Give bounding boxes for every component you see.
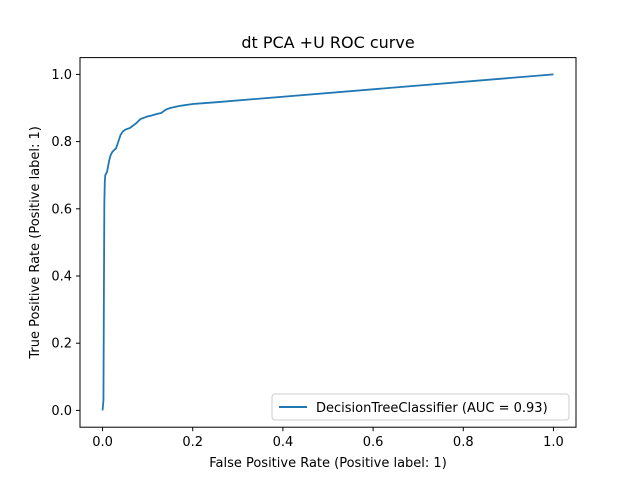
x-tick-label: 0.8 bbox=[453, 435, 474, 450]
legend-label: DecisionTreeClassifier (AUC = 0.93) bbox=[316, 401, 548, 416]
x-tick-label: 0.4 bbox=[273, 435, 294, 450]
x-axis-label: False Positive Rate (Positive label: 1) bbox=[209, 456, 447, 471]
y-tick-label: 0.2 bbox=[51, 337, 72, 352]
y-tick-label: 0.6 bbox=[51, 202, 72, 217]
x-tick-label: 0.2 bbox=[182, 435, 203, 450]
x-axis-ticks: 0.0 0.2 0.4 0.6 0.8 1.0 bbox=[92, 427, 564, 450]
chart-title: dt PCA +U ROC curve bbox=[241, 33, 414, 52]
y-axis-label: True Positive Rate (Positive label: 1) bbox=[28, 126, 43, 360]
plot-frame bbox=[79, 57, 577, 428]
y-tick-label: 0.4 bbox=[51, 270, 72, 285]
x-tick-label: 0.6 bbox=[363, 435, 384, 450]
x-tick-label: 0.0 bbox=[92, 435, 113, 450]
y-tick-label: 0.0 bbox=[51, 404, 72, 419]
y-tick-label: 0.8 bbox=[51, 135, 72, 150]
y-tick-label: 1.0 bbox=[51, 68, 72, 83]
series-layer bbox=[101, 73, 554, 411]
roc-curve-line bbox=[101, 73, 554, 411]
y-axis-ticks: 0.0 0.2 0.4 0.6 0.8 1.0 bbox=[51, 68, 80, 419]
legend-box bbox=[271, 393, 570, 421]
x-tick-label: 1.0 bbox=[543, 435, 564, 450]
legend: DecisionTreeClassifier (AUC = 0.93) bbox=[271, 393, 570, 421]
